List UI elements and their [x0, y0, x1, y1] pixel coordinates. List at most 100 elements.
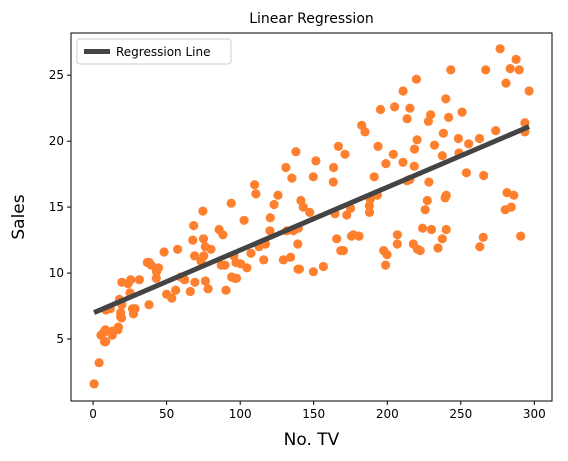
data-point [250, 180, 260, 190]
data-point [338, 246, 348, 256]
x-tick-label: 200 [376, 407, 399, 421]
data-point [305, 207, 315, 217]
data-point [144, 300, 154, 310]
data-point [332, 234, 342, 244]
data-point [474, 133, 485, 144]
data-point [231, 273, 242, 283]
data-point [286, 252, 296, 262]
data-point [134, 275, 144, 285]
data-point [446, 65, 456, 75]
data-point [429, 140, 440, 150]
data-point [364, 207, 375, 217]
data-point [405, 103, 415, 113]
data-point [392, 239, 402, 249]
y-axis-label: Sales [9, 194, 29, 239]
data-point [281, 162, 291, 173]
data-point [409, 144, 420, 154]
data-point [329, 162, 339, 173]
data-point [415, 246, 425, 256]
x-tick-label: 300 [523, 407, 546, 421]
data-point [424, 177, 434, 187]
data-point [221, 285, 231, 295]
data-point [420, 205, 430, 215]
data-point [437, 151, 447, 161]
data-point [426, 224, 437, 235]
data-point [444, 112, 454, 122]
data-point [126, 275, 136, 285]
data-point [441, 94, 451, 104]
data-point [354, 231, 364, 241]
data-point [333, 141, 343, 151]
data-point [239, 215, 249, 225]
data-point [200, 276, 210, 286]
data-point [438, 128, 448, 138]
data-point [308, 172, 318, 182]
data-point [514, 65, 524, 75]
data-point [475, 242, 485, 252]
chart-title: Linear Regression [249, 11, 374, 27]
data-point [328, 177, 338, 187]
regression-line-layer [93, 124, 531, 315]
data-point [89, 379, 99, 389]
data-point [311, 156, 321, 166]
data-point [100, 325, 110, 335]
data-point [190, 277, 200, 287]
data-point [294, 264, 304, 274]
x-tick-label: 250 [449, 407, 472, 421]
data-point [198, 206, 208, 216]
data-point [291, 147, 301, 157]
data-point [501, 78, 511, 88]
data-point [426, 110, 436, 120]
legend-box [76, 38, 232, 65]
x-axis-label: No. TV [284, 430, 340, 450]
data-point [269, 199, 279, 210]
data-point [265, 226, 275, 236]
data-point [218, 230, 228, 240]
data-point [206, 244, 216, 254]
data-point [392, 230, 402, 240]
data-point [461, 168, 471, 178]
data-point [478, 232, 488, 242]
data-point [188, 235, 198, 245]
data-point [259, 255, 269, 265]
data-point [373, 141, 383, 151]
x-axis-ticks: 0 50 100 150 200 250 300 [89, 401, 546, 421]
data-point [381, 260, 391, 270]
legend: Regression Line [76, 38, 232, 65]
data-point [481, 65, 491, 75]
y-tick-label: 25 [49, 68, 64, 82]
data-point [185, 286, 195, 297]
plot-frame [70, 32, 553, 402]
y-tick-label: 5 [56, 332, 64, 346]
data-point [524, 86, 534, 96]
regression-line [93, 124, 531, 315]
data-point [441, 190, 451, 200]
data-point [308, 267, 318, 277]
data-point [411, 74, 421, 84]
data-point [409, 161, 419, 171]
data-point [418, 223, 428, 233]
data-point [203, 284, 213, 294]
data-points [89, 44, 534, 389]
data-point [360, 127, 370, 137]
data-point [479, 170, 489, 181]
data-point [390, 102, 400, 112]
data-point [382, 250, 392, 260]
data-point [402, 114, 412, 124]
data-point [412, 135, 422, 145]
data-point [287, 173, 297, 183]
data-point [159, 247, 169, 257]
data-point [388, 149, 398, 159]
data-point [101, 337, 111, 347]
x-tick-label: 0 [89, 407, 97, 421]
data-point [242, 263, 252, 273]
data-point [246, 248, 256, 258]
data-point [506, 202, 516, 212]
x-tick-label: 150 [302, 407, 325, 421]
data-point [153, 263, 164, 273]
data-point [117, 313, 127, 323]
data-point [190, 251, 200, 261]
data-point [433, 243, 443, 253]
data-point [453, 133, 463, 144]
